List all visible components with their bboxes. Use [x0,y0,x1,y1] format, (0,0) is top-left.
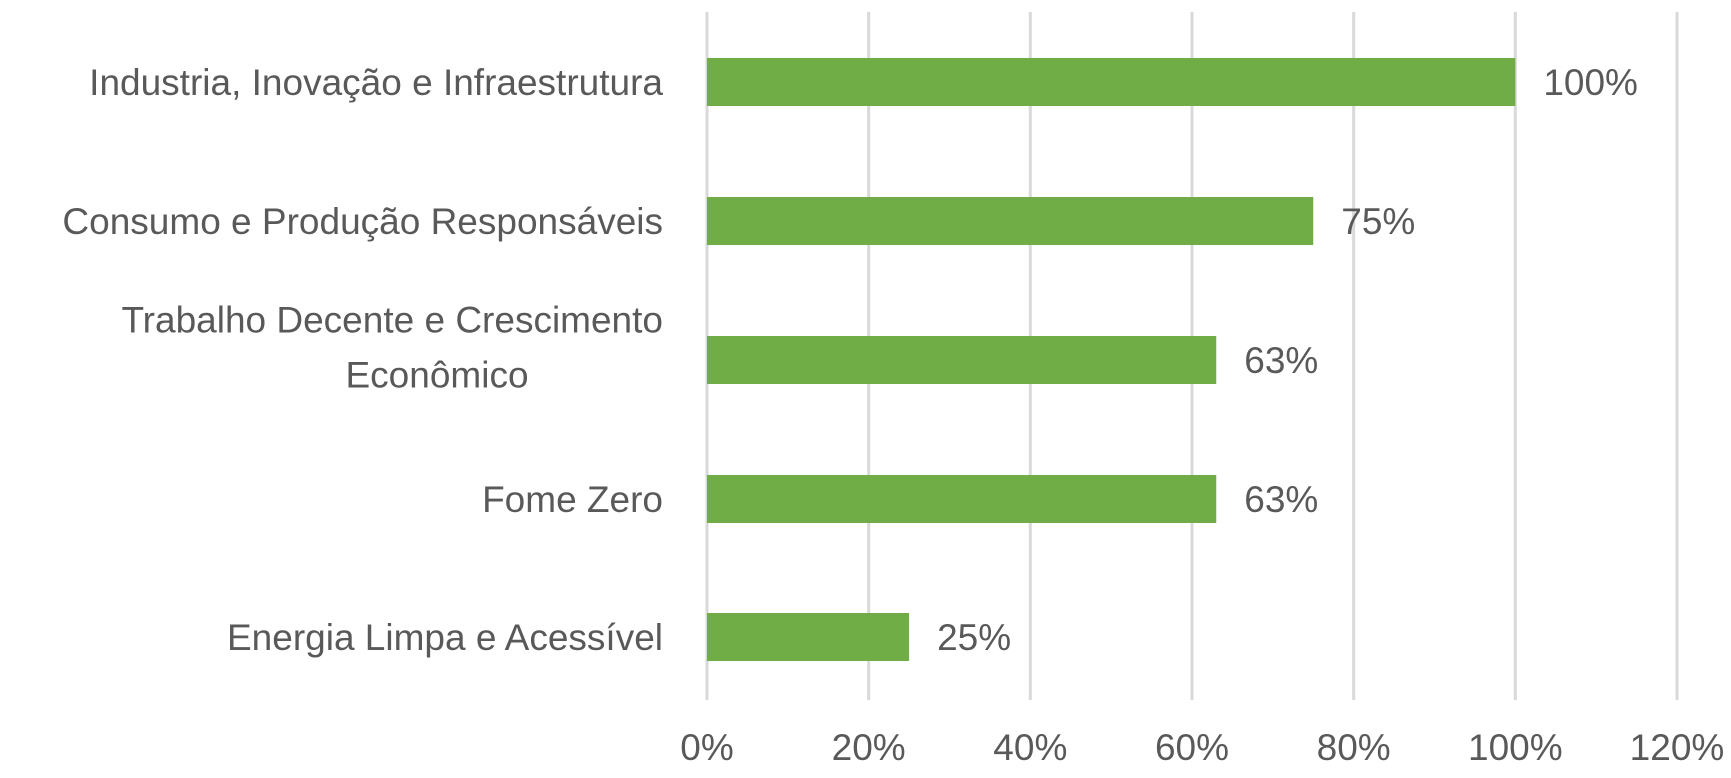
bar [707,613,910,661]
category-label: Energia Limpa e Acessível [227,617,663,658]
category-label: Econômico [345,355,528,396]
data-labels: 100% 75% 63% 63% 25% [937,62,1638,658]
bar [707,58,1516,106]
bar [707,336,1217,384]
x-tick-label: 80% [1317,727,1391,768]
bars [707,58,1516,661]
x-tick-label: 100% [1468,727,1563,768]
data-label: 100% [1543,62,1638,103]
data-label: 75% [1341,201,1415,242]
category-label: Consumo e Produção Responsáveis [62,201,663,242]
x-axis-tick-labels: 0% 20% 40% 60% 80% 100% 120% [680,727,1724,768]
x-tick-label: 0% [680,727,733,768]
category-label: Industria, Inovação e Infraestrutura [89,62,663,103]
data-label: 63% [1244,340,1318,381]
data-label: 25% [937,617,1011,658]
category-labels: Industria, Inovação e Infraestrutura Cons… [62,62,663,658]
category-label: Fome Zero [482,479,663,520]
bar [707,475,1217,523]
x-tick-label: 40% [993,727,1067,768]
data-label: 63% [1244,479,1318,520]
bar [707,197,1314,245]
x-tick-label: 120% [1630,727,1725,768]
x-tick-label: 60% [1155,727,1229,768]
category-label: Trabalho Decente e Crescimento [121,300,663,341]
x-tick-label: 20% [832,727,906,768]
